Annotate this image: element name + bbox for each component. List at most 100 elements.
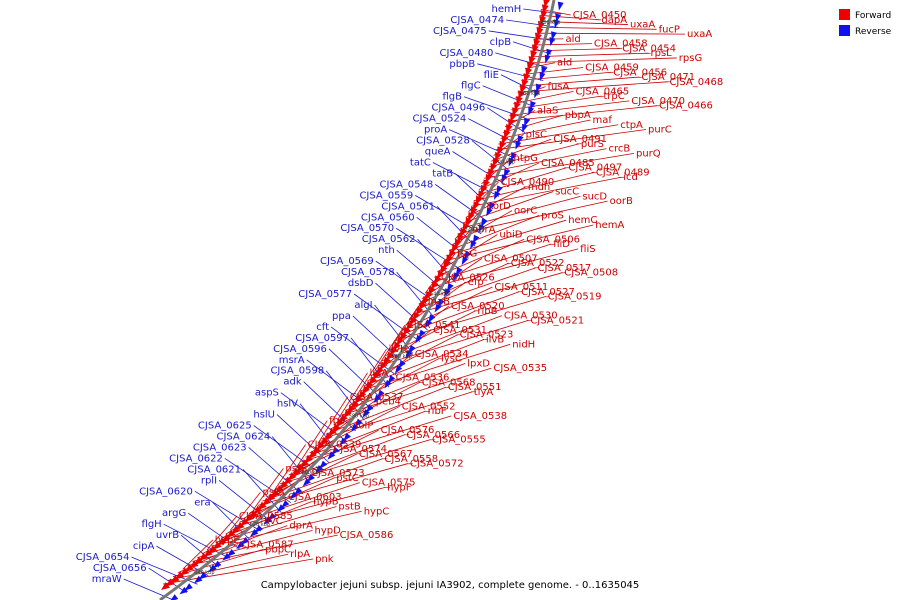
gene-label-folp-86: folP — [355, 420, 373, 431]
gene-label-cjsa-0456-12: CJSA_0456 — [613, 67, 667, 78]
gene-label-cjsa-0562-21: CJSA_0562 — [362, 234, 416, 245]
connector-line — [253, 468, 284, 510]
gene-label-hemc-43: hemC — [568, 215, 597, 226]
scale-tick-label: 460 kbp — [540, 20, 560, 26]
forward-gene-feature — [292, 467, 301, 477]
gene-label-cjsa-0541-65: CJSA_0541 — [407, 320, 461, 331]
gene-label-dsbd-25: dsbD — [348, 278, 374, 289]
reverse-gene-feature — [528, 106, 534, 116]
forward-gene-feature — [503, 129, 511, 139]
connector-line — [378, 320, 529, 367]
gene-label-hypd-108: hypD — [315, 525, 342, 536]
reverse-gene-feature — [179, 586, 188, 595]
gene-label-asps-35: aspS — [255, 388, 279, 399]
forward-gene-feature — [508, 118, 515, 128]
gene-label-plsc-25: plsC — [526, 129, 547, 140]
forward-gene-feature — [365, 380, 374, 390]
gene-label-era-45: era — [194, 497, 210, 508]
reverse-gene-feature — [184, 583, 193, 591]
reverse-gene-feature — [319, 460, 328, 469]
reverse-gene-feature — [446, 282, 454, 292]
connector-line — [182, 539, 214, 570]
connector-line — [449, 129, 516, 159]
gene-label-cjsa-0560-19: CJSA_0560 — [361, 212, 415, 223]
gene-label-argg-46: argG — [162, 508, 186, 519]
gene-label-cjsa-0598-33: CJSA_0598 — [270, 366, 324, 377]
gene-label-cjsa-0539-90: CJSA_0539 — [308, 439, 362, 450]
gene-label-hslu-37: hslU — [253, 410, 275, 421]
reverse-gene-feature — [250, 529, 259, 537]
reverse-gene-feature — [212, 560, 222, 569]
reverse-gene-feature — [331, 446, 340, 456]
legend-reverse-label: Reverse — [855, 27, 892, 37]
connector-line — [321, 391, 472, 440]
gene-label-pbpa-21: pbpA — [565, 110, 591, 121]
forward-gene-feature — [312, 446, 321, 455]
gene-label-cjsa-0519-59: CJSA_0519 — [548, 292, 602, 303]
gene-label-algi-27: algI — [354, 300, 372, 311]
gene-label-fucp-3: fucP — [659, 24, 680, 35]
forward-gene-feature — [512, 107, 519, 117]
scale-tick — [532, 89, 539, 93]
connector-line — [502, 114, 563, 134]
reverse-gene-feature — [384, 379, 392, 389]
forward-gene-feature — [428, 285, 436, 295]
scale-tick-label: 540 kbp — [430, 291, 450, 297]
connector-line — [374, 324, 406, 372]
connector-line — [471, 176, 622, 207]
gene-label-cjsa-0466-19: CJSA_0466 — [659, 101, 713, 112]
gene-label-oorc-41: oorC — [514, 206, 537, 217]
forward-gene-feature — [199, 552, 208, 561]
connector-line — [230, 491, 261, 531]
connector-line — [279, 439, 431, 485]
gene-label-cjsa-0538-84: CJSA_0538 — [453, 411, 507, 422]
forward-gene-feature — [478, 190, 486, 200]
reverse-gene-feature — [377, 389, 385, 399]
reverse-gene-feature — [343, 432, 352, 442]
reverse-gene-feature — [193, 575, 203, 584]
gene-label-cjsa-0490-35: CJSA_0490 — [501, 177, 555, 188]
connector-line — [206, 515, 238, 551]
connector-line — [329, 382, 420, 430]
gene-label-cjsa-0537-80: CJSA_0537 — [350, 392, 404, 403]
reverse-gene-feature — [387, 374, 396, 384]
reverse-gene-feature — [486, 207, 493, 217]
gene-label-lpxd-73: lpxD — [467, 358, 490, 369]
connector-line — [328, 348, 382, 399]
gene-label-cjsa-0517-53: CJSA_0517 — [538, 263, 592, 274]
forward-gene-feature — [485, 173, 493, 183]
forward-gene-feature — [332, 423, 341, 433]
reverse-gene-feature — [472, 234, 480, 244]
connector-line — [526, 57, 677, 64]
forward-gene-feature — [468, 211, 475, 221]
gene-label-cjsa-0568-77: CJSA_0568 — [422, 377, 476, 388]
scale-tick — [443, 289, 449, 293]
gene-label-cjsa-0471-13: CJSA_0471 — [641, 72, 695, 83]
forward-gene-feature — [386, 351, 395, 361]
gene-label-oord-40: oorD — [487, 201, 511, 212]
reverse-gene-feature — [541, 66, 548, 76]
gene-label-flag-50: flaG — [457, 249, 477, 260]
forward-gene-feature — [376, 366, 384, 376]
connector-line — [483, 152, 635, 179]
connector-line — [432, 162, 500, 197]
gene-label-sucd-38: sucD — [582, 191, 607, 202]
forward-gene-feature — [488, 168, 495, 178]
connector-line — [356, 348, 387, 396]
reverse-gene-feature — [240, 537, 250, 545]
connector-line — [348, 358, 440, 406]
gene-label-nth-22: nth — [378, 245, 395, 256]
forward-gene-feature — [457, 233, 465, 243]
gene-label-cjsa-0622-41: CJSA_0622 — [169, 453, 223, 464]
reverse-gene-feature — [254, 524, 263, 533]
reverse-gene-feature — [351, 423, 359, 432]
connector-line — [511, 95, 602, 110]
gene-label-cjsa-0522-52: CJSA_0522 — [511, 258, 565, 269]
connector-line — [317, 396, 349, 444]
gene-label-cjsa-0572-94: CJSA_0572 — [410, 459, 464, 470]
forward-gene-feature — [459, 227, 467, 238]
forward-gene-feature — [412, 311, 421, 321]
reverse-gene-feature — [373, 394, 381, 404]
forward-gene-feature — [462, 222, 470, 232]
gene-label-cjsa-0575-98: CJSA_0575 — [362, 478, 416, 489]
